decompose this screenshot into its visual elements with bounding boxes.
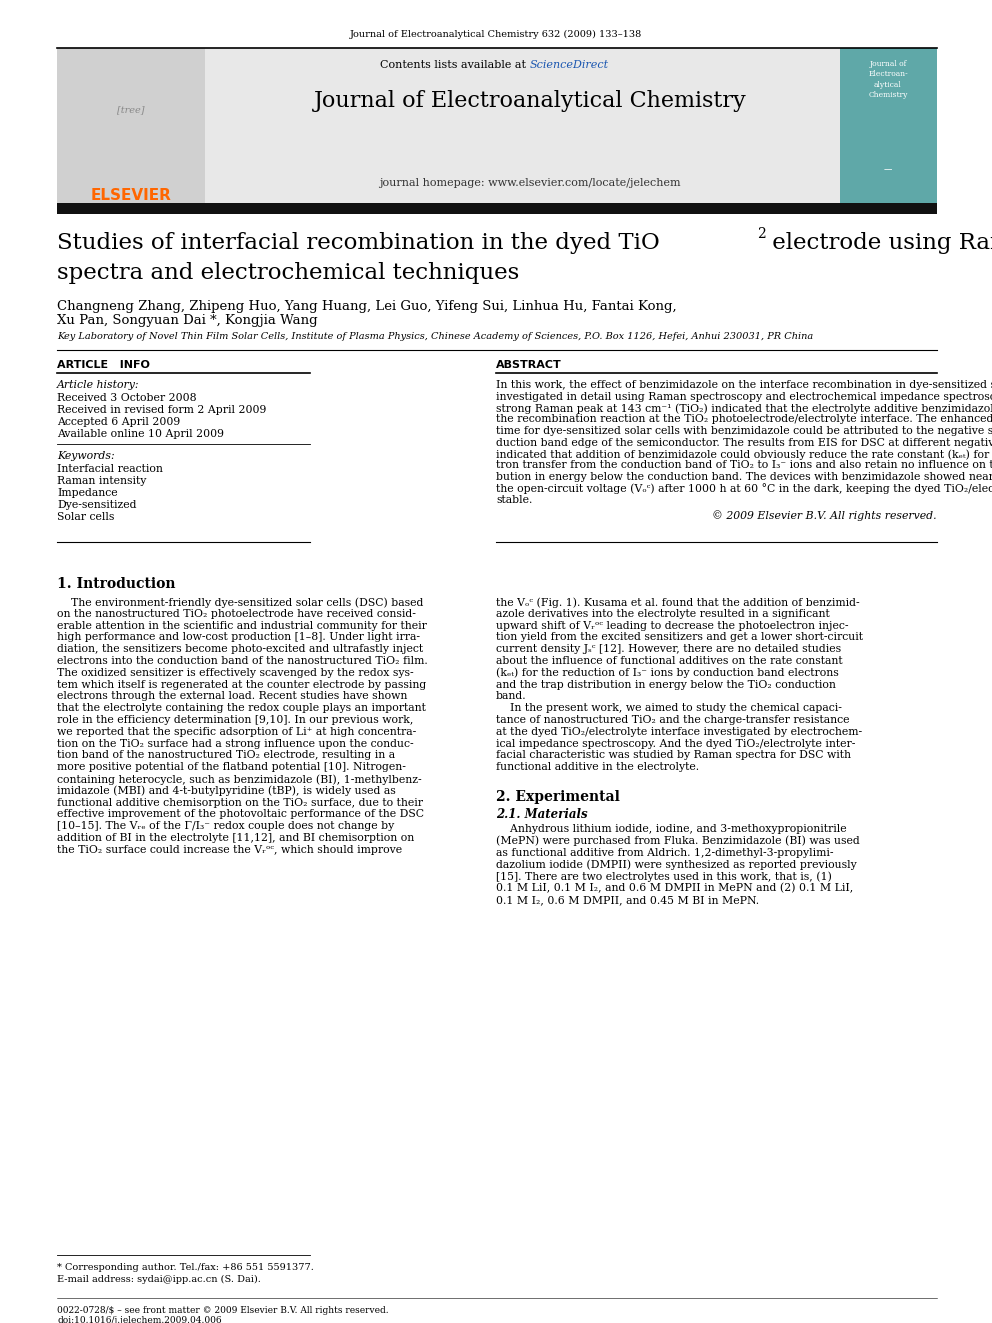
Text: the Vₒᶜ (Fig. 1). Kusama et al. found that the addition of benzimid-: the Vₒᶜ (Fig. 1). Kusama et al. found th… (496, 597, 860, 607)
Text: Dye-sensitized: Dye-sensitized (57, 500, 137, 509)
Text: bution in energy below the conduction band. The devices with benzimidazole showe: bution in energy below the conduction ba… (496, 472, 992, 482)
Text: 2: 2 (757, 228, 766, 241)
Bar (57, 48, 205, 202)
Text: addition of BI in the electrolyte [11,12], and BI chemisorption on: addition of BI in the electrolyte [11,12… (57, 833, 415, 843)
Text: tem which itself is regenerated at the counter electrode by passing: tem which itself is regenerated at the c… (57, 680, 427, 689)
Text: as functional additive from Aldrich. 1,2-dimethyl-3-propylimi-: as functional additive from Aldrich. 1,2… (496, 848, 833, 857)
Text: Keywords:: Keywords: (57, 451, 115, 460)
Text: Interfacial reaction: Interfacial reaction (57, 464, 163, 474)
Text: 0022-0728/$ – see front matter © 2009 Elsevier B.V. All rights reserved.: 0022-0728/$ – see front matter © 2009 El… (57, 1306, 389, 1315)
Text: electrons through the external load. Recent studies have shown: electrons through the external load. Rec… (57, 692, 408, 701)
Text: [tree]: [tree] (117, 106, 145, 115)
Text: strong Raman peak at 143 cm⁻¹ (TiO₂) indicated that the electrolyte additive ben: strong Raman peak at 143 cm⁻¹ (TiO₂) ind… (496, 404, 992, 414)
Text: 2. Experimental: 2. Experimental (496, 790, 620, 804)
Text: Received in revised form 2 April 2009: Received in revised form 2 April 2009 (57, 405, 267, 415)
Text: time for dye-sensitized solar cells with benzimidazole could be attributed to th: time for dye-sensitized solar cells with… (496, 426, 992, 437)
Text: Impedance: Impedance (57, 488, 118, 497)
Text: doi:10.1016/j.jelechem.2009.04.006: doi:10.1016/j.jelechem.2009.04.006 (57, 1316, 221, 1323)
Text: high performance and low-cost production [1–8]. Under light irra-: high performance and low-cost production… (57, 632, 420, 643)
Text: [15]. There are two electrolytes used in this work, that is, (1): [15]. There are two electrolytes used in… (496, 872, 832, 881)
Text: * Corresponding author. Tel./fax: +86 551 5591377.: * Corresponding author. Tel./fax: +86 55… (57, 1263, 313, 1271)
Text: that the electrolyte containing the redox couple plays an important: that the electrolyte containing the redo… (57, 704, 426, 713)
Text: © 2009 Elsevier B.V. All rights reserved.: © 2009 Elsevier B.V. All rights reserved… (712, 511, 937, 521)
Text: E-mail address: sydai@ipp.ac.cn (S. Dai).: E-mail address: sydai@ipp.ac.cn (S. Dai)… (57, 1275, 261, 1285)
Text: Journal of Electroanalytical Chemistry 632 (2009) 133–138: Journal of Electroanalytical Chemistry 6… (350, 30, 642, 40)
Text: about the influence of functional additives on the rate constant: about the influence of functional additi… (496, 656, 842, 665)
Text: band.: band. (496, 692, 527, 701)
Text: at the dyed TiO₂/electrolyte interface investigated by electrochem-: at the dyed TiO₂/electrolyte interface i… (496, 726, 862, 737)
Text: electrons into the conduction band of the nanostructured TiO₂ film.: electrons into the conduction band of th… (57, 656, 428, 665)
Text: the open-circuit voltage (Vₒᶜ) after 1000 h at 60 °C in the dark, keeping the dy: the open-circuit voltage (Vₒᶜ) after 100… (496, 483, 992, 495)
Text: current density Jₛᶜ [12]. However, there are no detailed studies: current density Jₛᶜ [12]. However, there… (496, 644, 841, 654)
Text: ScienceDirect: ScienceDirect (530, 60, 609, 70)
Text: Key Laboratory of Novel Thin Film Solar Cells, Institute of Plasma Physics, Chin: Key Laboratory of Novel Thin Film Solar … (57, 332, 813, 341)
Bar (840, 48, 937, 202)
Text: Available online 10 April 2009: Available online 10 April 2009 (57, 429, 224, 439)
Text: azole derivatives into the electrolyte resulted in a significant: azole derivatives into the electrolyte r… (496, 609, 829, 619)
Text: Article history:: Article history: (57, 380, 140, 390)
Text: Received 3 October 2008: Received 3 October 2008 (57, 393, 196, 404)
Text: 0.1 M I₂, 0.6 M DMPII, and 0.45 M BI in MePN.: 0.1 M I₂, 0.6 M DMPII, and 0.45 M BI in … (496, 894, 759, 905)
Text: [10–15]. The Vᵣₑ⁤ of the Γ/I₃⁻ redox couple does not change by: [10–15]. The Vᵣₑ⁤ of the Γ/I₃⁻ redox cou… (57, 822, 394, 831)
Text: 1. Introduction: 1. Introduction (57, 577, 176, 591)
Text: we reported that the specific adsorption of Li⁺ at high concentra-: we reported that the specific adsorption… (57, 726, 417, 737)
Text: investigated in detail using Raman spectroscopy and electrochemical impedance sp: investigated in detail using Raman spect… (496, 392, 992, 402)
Text: Solar cells: Solar cells (57, 512, 114, 523)
Text: and the trap distribution in energy below the TiO₂ conduction: and the trap distribution in energy belo… (496, 680, 836, 689)
Text: Contents lists available at: Contents lists available at (381, 60, 530, 70)
Text: Anhydrous lithium iodide, iodine, and 3-methoxypropionitrile: Anhydrous lithium iodide, iodine, and 3-… (496, 824, 846, 833)
Text: In the present work, we aimed to study the chemical capaci-: In the present work, we aimed to study t… (496, 704, 842, 713)
Text: role in the efficiency determination [9,10]. In our previous work,: role in the efficiency determination [9,… (57, 714, 414, 725)
Text: journal homepage: www.elsevier.com/locate/jelechem: journal homepage: www.elsevier.com/locat… (379, 179, 681, 188)
Text: electrode using Raman: electrode using Raman (765, 232, 992, 254)
Bar (57, 202, 937, 214)
Text: the TiO₂ surface could increase the Vᵣᵒᶜ, which should improve: the TiO₂ surface could increase the Vᵣᵒᶜ… (57, 845, 402, 855)
Text: functional additive chemisorption on the TiO₂ surface, due to their: functional additive chemisorption on the… (57, 798, 423, 807)
Text: Accepted 6 April 2009: Accepted 6 April 2009 (57, 417, 181, 427)
Text: diation, the sensitizers become photo-excited and ultrafastly inject: diation, the sensitizers become photo-ex… (57, 644, 424, 654)
Text: Journal of Electroanalytical Chemistry: Journal of Electroanalytical Chemistry (313, 90, 746, 112)
Text: tance of nanostructured TiO₂ and the charge-transfer resistance: tance of nanostructured TiO₂ and the cha… (496, 714, 849, 725)
Text: tion on the TiO₂ surface had a strong influence upon the conduc-: tion on the TiO₂ surface had a strong in… (57, 738, 414, 749)
Text: tion band of the nanostructured TiO₂ electrode, resulting in a: tion band of the nanostructured TiO₂ ele… (57, 750, 395, 761)
Bar (57, 48, 937, 202)
Text: imidazole (MBI) and 4-t-butylpyridine (tBP), is widely used as: imidazole (MBI) and 4-t-butylpyridine (t… (57, 786, 396, 796)
Text: Raman intensity: Raman intensity (57, 476, 147, 486)
Text: tron transfer from the conduction band of TiO₂ to I₃⁻ ions and also retain no in: tron transfer from the conduction band o… (496, 460, 992, 471)
Text: effective improvement of the photovoltaic performance of the DSC: effective improvement of the photovoltai… (57, 810, 424, 819)
Text: Journal of
Electroan-
alytical
Chemistry: Journal of Electroan- alytical Chemistry (868, 60, 908, 99)
Text: spectra and electrochemical techniques: spectra and electrochemical techniques (57, 262, 519, 284)
Text: (MePN) were purchased from Fluka. Benzimidazole (BI) was used: (MePN) were purchased from Fluka. Benzim… (496, 836, 860, 847)
Text: (kₑₜ) for the reduction of I₃⁻ ions by conduction band electrons: (kₑₜ) for the reduction of I₃⁻ ions by c… (496, 668, 839, 679)
Text: functional additive in the electrolyte.: functional additive in the electrolyte. (496, 762, 699, 773)
Text: In this work, the effect of benzimidazole on the interface recombination in dye-: In this work, the effect of benzimidazol… (496, 380, 992, 390)
Text: upward shift of Vᵣᵒᶜ leading to decrease the photoelectron injec-: upward shift of Vᵣᵒᶜ leading to decrease… (496, 620, 848, 631)
Text: Xu Pan, Songyuan Dai *, Kongjia Wang: Xu Pan, Songyuan Dai *, Kongjia Wang (57, 314, 317, 327)
Text: Changneng Zhang, Zhipeng Huo, Yang Huang, Lei Guo, Yifeng Sui, Linhua Hu, Fantai: Changneng Zhang, Zhipeng Huo, Yang Huang… (57, 300, 677, 314)
Text: indicated that addition of benzimidazole could obviously reduce the rate constan: indicated that addition of benzimidazole… (496, 448, 992, 459)
Text: ABSTRACT: ABSTRACT (496, 360, 561, 370)
Text: containing heterocycle, such as benzimidazole (BI), 1-methylbenz-: containing heterocycle, such as benzimid… (57, 774, 422, 785)
Text: more positive potential of the flatband potential [10]. Nitrogen-: more positive potential of the flatband … (57, 762, 406, 773)
Text: erable attention in the scientific and industrial community for their: erable attention in the scientific and i… (57, 620, 427, 631)
Text: duction band edge of the semiconductor. The results from EIS for DSC at differen: duction band edge of the semiconductor. … (496, 438, 992, 447)
Text: ical impedance spectroscopy. And the dyed TiO₂/electrolyte inter-: ical impedance spectroscopy. And the dye… (496, 738, 855, 749)
Text: facial characteristic was studied by Raman spectra for DSC with: facial characteristic was studied by Ram… (496, 750, 851, 761)
Text: stable.: stable. (496, 495, 533, 505)
Text: 2.1. Materials: 2.1. Materials (496, 808, 587, 822)
Text: —: — (884, 165, 892, 175)
Text: the recombination reaction at the TiO₂ photoelectrode/electrolyte interface. The: the recombination reaction at the TiO₂ p… (496, 414, 992, 425)
Text: dazolium iodide (DMPII) were synthesized as reported previously: dazolium iodide (DMPII) were synthesized… (496, 860, 857, 871)
Text: on the nanostructured TiO₂ photoelectrode have received consid-: on the nanostructured TiO₂ photoelectrod… (57, 609, 416, 619)
Text: Studies of interfacial recombination in the dyed TiO: Studies of interfacial recombination in … (57, 232, 660, 254)
Text: 0.1 M LiI, 0.1 M I₂, and 0.6 M DMPII in MePN and (2) 0.1 M LiI,: 0.1 M LiI, 0.1 M I₂, and 0.6 M DMPII in … (496, 882, 853, 893)
Text: The environment-friendly dye-sensitized solar cells (DSC) based: The environment-friendly dye-sensitized … (57, 597, 424, 607)
Text: tion yield from the excited sensitizers and get a lower short-circuit: tion yield from the excited sensitizers … (496, 632, 863, 643)
Text: ELSEVIER: ELSEVIER (90, 188, 172, 202)
Text: The oxidized sensitizer is effectively scavenged by the redox sys-: The oxidized sensitizer is effectively s… (57, 668, 414, 677)
Text: ARTICLE   INFO: ARTICLE INFO (57, 360, 150, 370)
